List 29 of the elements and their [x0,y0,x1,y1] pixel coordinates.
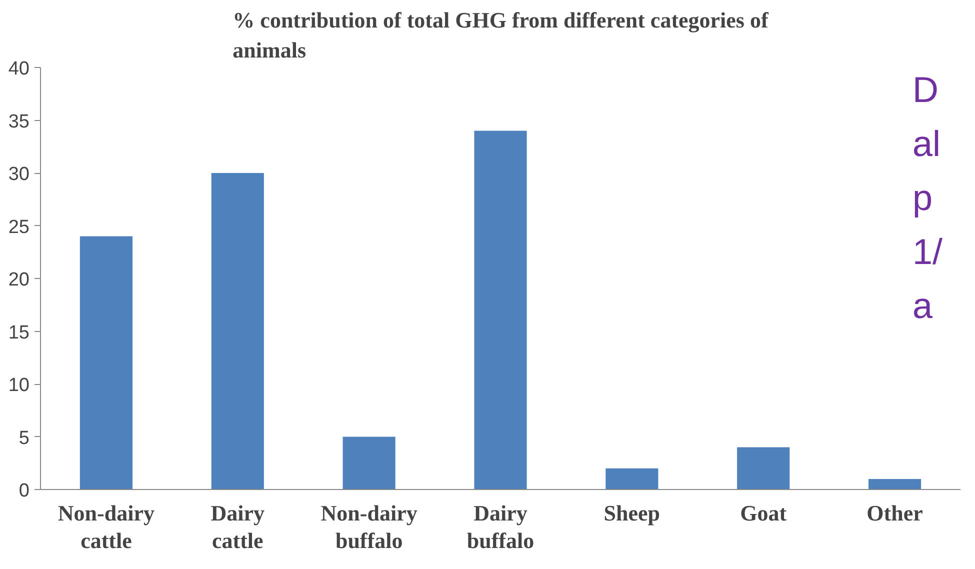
x-tick-label: Dairy cattle [210,500,265,553]
x-tick-label: Other [866,500,924,526]
x-tick-label: Dairy buffalo [466,500,534,553]
bar [474,130,527,490]
y-tick-label: 5 [18,428,30,449]
y-tick-label: 25 [8,216,30,238]
annotation: a [912,285,934,326]
annotation: D [912,69,938,110]
y-tick-label: 10 [8,375,30,396]
chart-title: % contribution of total GHG from different categories of animals [232,8,769,62]
bar [342,436,396,490]
x-tick-label: Non-dairy buffalo [320,500,418,553]
annotation: 1/ [912,231,943,272]
x-tick-label: Sheep [604,500,660,526]
y-tick-label: 0 [18,480,30,502]
x-tick-label: Non-dairy cattle [58,500,154,553]
y-tick-label: 35 [8,111,30,132]
annotation: al [912,123,941,164]
annotation: p [912,177,933,218]
y-tick-label: 40 [8,58,30,80]
bar [737,447,790,490]
bar [80,236,132,490]
x-tick-label: Goat [740,500,788,526]
y-tick-label: 30 [8,164,30,185]
bar [211,173,264,490]
y-tick-label: 20 [8,270,30,290]
bar [606,468,658,490]
bar [868,478,922,490]
y-tick-label: 15 [8,322,30,344]
